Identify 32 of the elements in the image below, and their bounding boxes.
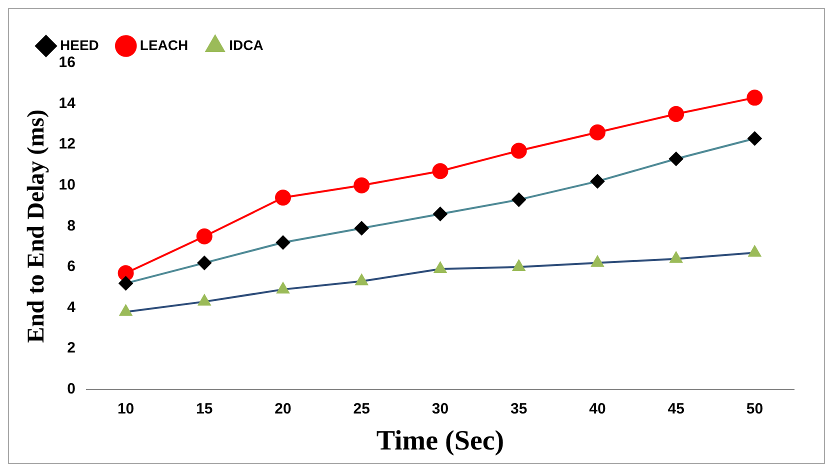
x-tick-label: 50 (746, 400, 764, 418)
point (196, 228, 212, 244)
x-axis-title: Time (Sec) (376, 425, 504, 456)
point (118, 265, 134, 282)
legend-label: HEED (60, 36, 99, 53)
x-tick-label: 25 (353, 400, 370, 418)
y-tick-label: 2 (67, 340, 76, 357)
x-tick-label: 40 (589, 400, 606, 418)
y-tick-label: 0 (67, 380, 76, 398)
point (275, 190, 292, 206)
y-tick-label: 12 (58, 136, 76, 153)
x-tick-label: 45 (668, 400, 684, 418)
x-tick-label: 10 (117, 400, 134, 418)
y-tick-label: 10 (58, 176, 76, 194)
point (746, 90, 763, 106)
legend-label: LEACH (140, 36, 188, 53)
point (668, 106, 684, 122)
y-tick-label: 4 (67, 298, 76, 316)
x-tick-label: 15 (196, 400, 213, 418)
y-tick-label: 16 (58, 54, 76, 72)
point (589, 124, 606, 140)
legend-label: IDCA (229, 36, 264, 53)
y-tick-label: 8 (67, 217, 76, 234)
y-tick-label: 14 (58, 94, 76, 112)
point (510, 142, 527, 159)
x-tick-label: 20 (274, 400, 292, 418)
point (432, 163, 448, 180)
x-tick-label: 30 (432, 400, 449, 418)
y-tick-label: 6 (67, 258, 76, 276)
y-axis-title: End to End Delay (ms) (24, 110, 50, 343)
point (354, 177, 370, 194)
x-tick-label: 35 (510, 400, 528, 418)
